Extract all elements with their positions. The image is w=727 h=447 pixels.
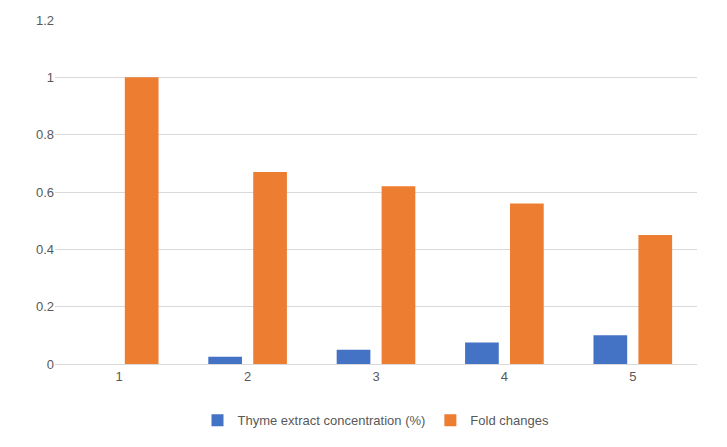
svg-text:0.2: 0.2 [36,299,54,314]
svg-text:4: 4 [501,369,508,384]
svg-text:3: 3 [372,369,379,384]
svg-text:0.4: 0.4 [36,242,54,257]
svg-text:2: 2 [244,369,251,384]
svg-text:1: 1 [116,369,123,384]
svg-text:0: 0 [47,357,54,372]
svg-text:1.2: 1.2 [36,13,54,28]
svg-text:0.6: 0.6 [36,185,54,200]
svg-text:5: 5 [629,369,636,384]
svg-text:Thyme extract concentration (%: Thyme extract concentration (%) [238,413,426,428]
svg-text:1: 1 [47,70,54,85]
svg-text:Fold changes: Fold changes [470,413,549,428]
svg-text:0.8: 0.8 [36,127,54,142]
